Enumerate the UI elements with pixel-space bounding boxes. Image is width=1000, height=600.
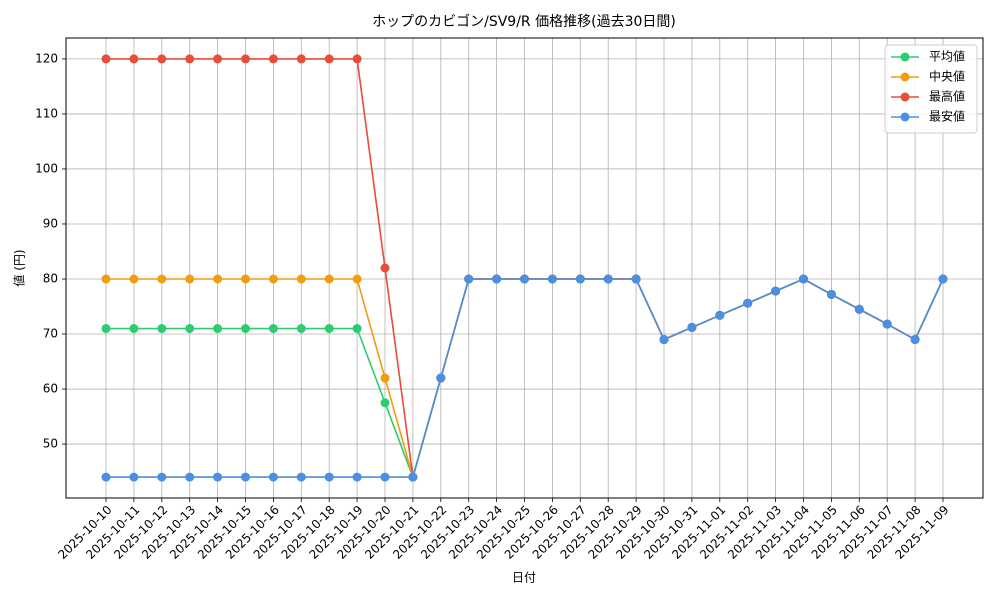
data-point: [185, 274, 195, 284]
data-point: [520, 274, 529, 284]
data-point: [324, 324, 334, 334]
data-point: [185, 324, 195, 334]
data-point: [547, 274, 557, 284]
data-point: [352, 54, 362, 64]
y-tick-label: 90: [43, 216, 58, 230]
y-tick-label: 110: [35, 106, 58, 120]
legend-marker: [900, 72, 910, 82]
data-point: [352, 472, 362, 482]
data-point: [352, 324, 362, 334]
data-point: [324, 54, 334, 64]
data-point: [213, 324, 223, 334]
data-point: [296, 472, 306, 482]
data-point: [241, 472, 250, 482]
data-point: [324, 472, 334, 482]
data-point: [157, 54, 167, 64]
data-point: [771, 286, 781, 296]
data-point: [687, 322, 697, 332]
data-point: [268, 274, 278, 284]
data-point: [241, 324, 250, 334]
legend-label: 最高値: [929, 89, 965, 104]
data-point: [213, 472, 223, 482]
y-tick-label: 100: [35, 161, 58, 175]
data-point: [436, 373, 446, 383]
data-point: [631, 274, 641, 284]
data-point: [324, 274, 334, 284]
data-point: [157, 274, 167, 284]
data-point: [268, 472, 278, 482]
data-point: [241, 54, 250, 64]
y-tick-label: 50: [43, 437, 58, 451]
y-tick-label: 60: [43, 382, 58, 396]
data-point: [213, 54, 223, 64]
data-point: [799, 274, 808, 284]
data-point: [129, 472, 139, 482]
legend-marker: [900, 52, 910, 62]
legend-label: 中央値: [929, 69, 965, 84]
data-point: [296, 324, 306, 334]
data-point: [603, 274, 613, 284]
legend-marker: [900, 92, 910, 102]
data-point: [408, 472, 418, 482]
data-point: [715, 310, 725, 320]
data-point: [380, 263, 390, 273]
data-point: [910, 335, 920, 345]
data-point: [659, 335, 669, 345]
data-point: [938, 274, 948, 284]
y-tick-label: 70: [43, 327, 58, 341]
x-axis-label: 日付: [512, 571, 536, 585]
data-point: [129, 54, 139, 64]
data-point: [129, 274, 139, 284]
data-point: [101, 324, 111, 334]
y-axis-label: 値 (円): [12, 249, 27, 286]
legend-marker: [900, 112, 910, 122]
data-point: [826, 289, 836, 299]
data-point: [157, 324, 167, 334]
data-point: [241, 274, 250, 284]
data-point: [296, 54, 306, 64]
data-point: [101, 274, 111, 284]
data-point: [882, 319, 892, 329]
data-point: [213, 274, 223, 284]
data-point: [268, 54, 278, 64]
data-point: [464, 274, 474, 284]
data-point: [101, 472, 111, 482]
data-point: [157, 472, 167, 482]
data-point: [352, 274, 362, 284]
data-point: [380, 373, 390, 383]
data-point: [101, 54, 111, 64]
data-point: [129, 324, 139, 334]
legend-label: 最安値: [929, 109, 965, 124]
data-point: [854, 304, 864, 314]
y-tick-label: 80: [43, 272, 58, 286]
data-point: [492, 274, 502, 284]
data-point: [743, 298, 753, 308]
legend-box: [884, 44, 978, 134]
data-point: [185, 472, 195, 482]
data-point: [296, 274, 306, 284]
legend-label: 平均値: [929, 49, 965, 64]
plot-frame: [65, 37, 984, 499]
y-tick-label: 120: [35, 51, 58, 65]
data-point: [575, 274, 585, 284]
data-point: [185, 54, 195, 64]
data-point: [380, 472, 390, 482]
data-point: [380, 398, 390, 408]
chart-title: ホップのカビゴン/SV9/R 価格推移(過去30日間): [372, 13, 676, 30]
data-point: [268, 324, 278, 334]
